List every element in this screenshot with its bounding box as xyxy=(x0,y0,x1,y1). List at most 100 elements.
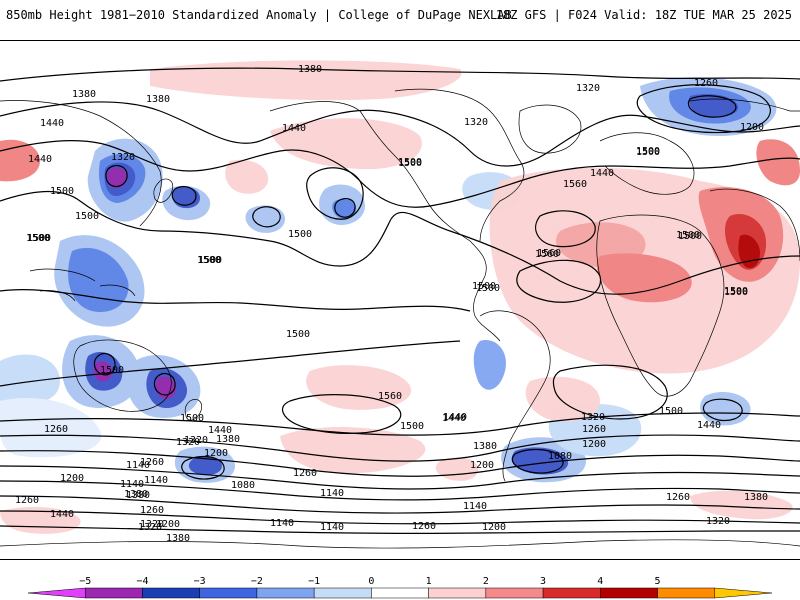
contour-line xyxy=(93,353,116,376)
contour-label: 1380 xyxy=(146,94,170,105)
contour-label: 1320 xyxy=(464,117,488,128)
anomaly-blob xyxy=(690,490,793,520)
model-run-info: 18Z GFS | F024 Valid: 18Z TUE MAR 25 202… xyxy=(495,8,792,22)
contour-label: 1500 xyxy=(398,157,422,168)
contour-label: 1140 xyxy=(126,460,150,471)
colorbar-segment xyxy=(27,587,86,599)
coastline-asia xyxy=(0,98,800,227)
anomaly-blob xyxy=(150,60,462,101)
contour-label: 1500 xyxy=(100,365,124,376)
colorbar-segment xyxy=(256,587,315,599)
anomaly-blob xyxy=(225,159,269,194)
anomaly-blob xyxy=(188,456,222,476)
contour-label: 1440 xyxy=(442,413,466,424)
contour-label: 1560 xyxy=(563,179,587,190)
contour-label: 1380 xyxy=(124,489,148,500)
contour-label: 1500 xyxy=(75,211,99,222)
contour-label: 1440 xyxy=(28,154,52,165)
colorbar-tick-label: 0 xyxy=(368,576,374,587)
contour-line xyxy=(552,364,668,420)
contour-labels: 1380 1380 1380 1440 1440 1440 1320 1320 … xyxy=(15,64,768,544)
contour-line xyxy=(0,412,800,436)
contour-label: 1260 xyxy=(412,521,436,532)
contour-label: 1500 xyxy=(724,287,748,298)
contour-label: 1500 xyxy=(636,147,660,158)
anomaly-blob xyxy=(107,167,128,189)
contour-label: 1500 xyxy=(636,146,660,157)
contour-line xyxy=(511,448,564,474)
contour-label: 1380 xyxy=(126,490,150,501)
anomaly-blob xyxy=(473,340,506,390)
contour-line xyxy=(0,340,461,387)
contour-label: 1500 xyxy=(50,186,74,197)
contour-label: 1440 xyxy=(40,118,64,129)
contour-label: 1140 xyxy=(270,518,294,529)
contour-label: 1440 xyxy=(282,123,306,134)
contour-label: 1500 xyxy=(27,233,51,244)
contour-line xyxy=(153,373,176,396)
contour-label: 1500 xyxy=(659,406,683,417)
anomaly-blob xyxy=(332,199,357,219)
contour-label: 1500 xyxy=(398,158,422,169)
coastline-japan xyxy=(153,178,174,203)
contour-line xyxy=(0,465,800,490)
contour-label: 1500 xyxy=(197,255,221,266)
contour-line xyxy=(0,434,800,462)
contour-line xyxy=(0,191,800,295)
anomaly-blob xyxy=(596,253,692,303)
contour-label: 1380 xyxy=(216,434,240,445)
colorbar-tick-label: −3 xyxy=(194,576,206,587)
coastline-north-america-east xyxy=(394,88,525,242)
height-contours xyxy=(0,67,800,534)
negative-anomaly-shading xyxy=(0,77,777,483)
colorbar-segment xyxy=(313,587,372,599)
contour-label: 1260 xyxy=(293,468,317,479)
contour-label: 1200 xyxy=(740,122,764,133)
colorbar-tick-label: 1 xyxy=(426,576,432,587)
contour-line xyxy=(0,289,471,312)
colorbar-segment xyxy=(142,587,200,599)
contour-label: 1260 xyxy=(140,457,164,468)
contour-label: 1320 xyxy=(581,412,605,423)
contour-label: 1260 xyxy=(44,424,68,435)
contour-label: 1560 xyxy=(537,248,561,259)
contour-line xyxy=(702,398,743,422)
colorbar-tick-label: −5 xyxy=(79,576,91,587)
contour-label: 1140 xyxy=(320,488,344,499)
contour-line xyxy=(0,101,800,167)
contour-line xyxy=(687,95,737,118)
map-canvas: 1380 1380 1380 1440 1440 1440 1320 1320 … xyxy=(0,60,800,549)
contour-label: 1200 xyxy=(482,522,506,533)
header: 850mb Height 1981−2010 Standardized Anom… xyxy=(0,0,800,34)
contour-line xyxy=(171,186,197,206)
contour-line xyxy=(0,525,800,534)
contour-label: 1500 xyxy=(286,329,310,340)
contour-label: 1560 xyxy=(378,391,402,402)
contour-line xyxy=(181,455,225,480)
coastline-europe xyxy=(599,132,695,195)
contour-line xyxy=(0,480,800,501)
anomaly-blob xyxy=(306,365,412,410)
contour-label: 1500 xyxy=(288,229,312,240)
colorbar-tick-label: 3 xyxy=(540,576,546,587)
colorbar-ticks: −5 −4 −3 −2 −1 0 1 2 3 4 5 xyxy=(79,576,660,587)
coastline-south-america xyxy=(479,310,551,482)
coastline-antarctica xyxy=(0,539,800,549)
contour-line xyxy=(0,139,800,208)
anomaly-blob xyxy=(280,426,426,474)
contour-line xyxy=(306,167,364,220)
colorbar-legend: −5 −4 −3 −2 −1 0 1 2 3 4 5 xyxy=(0,572,800,600)
contour-label: 1140 xyxy=(320,522,344,533)
contour-label: 1320 xyxy=(706,516,730,527)
contour-label: 1500 xyxy=(198,255,222,266)
colorbar-tick-label: 5 xyxy=(655,576,661,587)
colorbar-tick-label: −1 xyxy=(308,576,320,587)
contour-label: 1500 xyxy=(180,413,204,424)
coastline-africa xyxy=(596,214,725,397)
contour-label: 1320 xyxy=(184,435,208,446)
contour-label: 1320 xyxy=(138,522,162,533)
contour-line xyxy=(516,259,602,303)
coastline-new-zealand xyxy=(184,399,203,421)
contour-label: 1200 xyxy=(204,448,228,459)
colorbar-segment xyxy=(657,587,716,599)
